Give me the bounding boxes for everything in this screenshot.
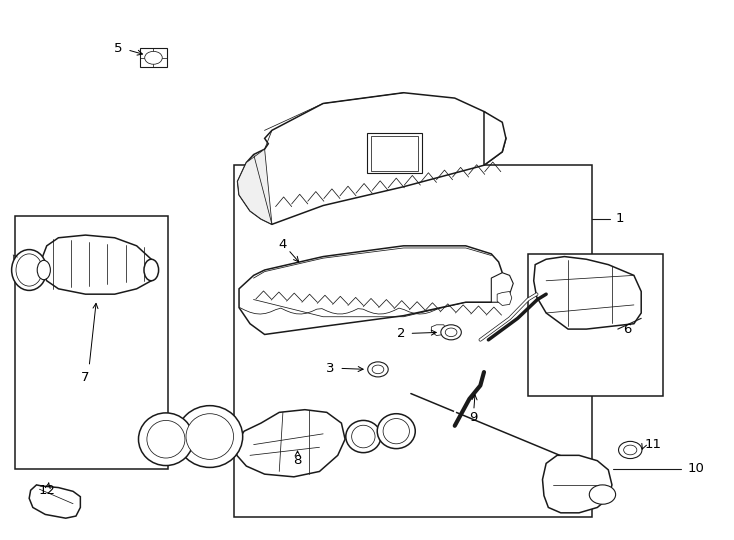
Bar	[15, 217, 168, 469]
Polygon shape	[484, 112, 506, 165]
Ellipse shape	[139, 413, 193, 465]
Text: 3: 3	[326, 362, 334, 375]
Text: 6: 6	[623, 322, 631, 335]
Ellipse shape	[377, 414, 415, 449]
Circle shape	[446, 328, 457, 336]
Circle shape	[624, 445, 637, 455]
Ellipse shape	[177, 406, 243, 468]
Ellipse shape	[144, 259, 159, 281]
Polygon shape	[432, 325, 446, 335]
Ellipse shape	[37, 260, 51, 280]
Ellipse shape	[12, 249, 47, 291]
Ellipse shape	[383, 418, 410, 444]
Bar	[528, 254, 663, 396]
Circle shape	[372, 365, 384, 374]
Circle shape	[441, 325, 462, 340]
Text: 9: 9	[469, 411, 477, 424]
Polygon shape	[238, 149, 272, 224]
Ellipse shape	[346, 421, 381, 453]
Text: 1: 1	[616, 212, 624, 226]
Text: 5: 5	[114, 42, 122, 55]
Text: 4: 4	[279, 238, 287, 251]
Bar	[234, 165, 592, 517]
Ellipse shape	[186, 414, 233, 460]
Text: 12: 12	[39, 484, 56, 497]
Circle shape	[368, 362, 388, 377]
Polygon shape	[542, 455, 612, 513]
Polygon shape	[491, 273, 513, 302]
Circle shape	[619, 441, 642, 458]
Text: 11: 11	[645, 438, 662, 451]
Polygon shape	[238, 93, 506, 224]
Bar	[371, 136, 418, 171]
Polygon shape	[497, 292, 512, 306]
Ellipse shape	[352, 426, 375, 448]
Bar	[140, 48, 167, 68]
Text: 10: 10	[687, 462, 704, 475]
Polygon shape	[237, 410, 345, 477]
Polygon shape	[42, 235, 155, 294]
Polygon shape	[534, 256, 642, 329]
Text: 7: 7	[81, 371, 90, 384]
Polygon shape	[29, 485, 80, 518]
Ellipse shape	[16, 254, 43, 286]
Polygon shape	[239, 246, 502, 334]
Circle shape	[145, 51, 162, 64]
Text: 2: 2	[396, 327, 405, 340]
Bar	[367, 133, 422, 173]
Ellipse shape	[147, 421, 185, 458]
Circle shape	[589, 485, 616, 504]
Text: 8: 8	[294, 454, 302, 467]
